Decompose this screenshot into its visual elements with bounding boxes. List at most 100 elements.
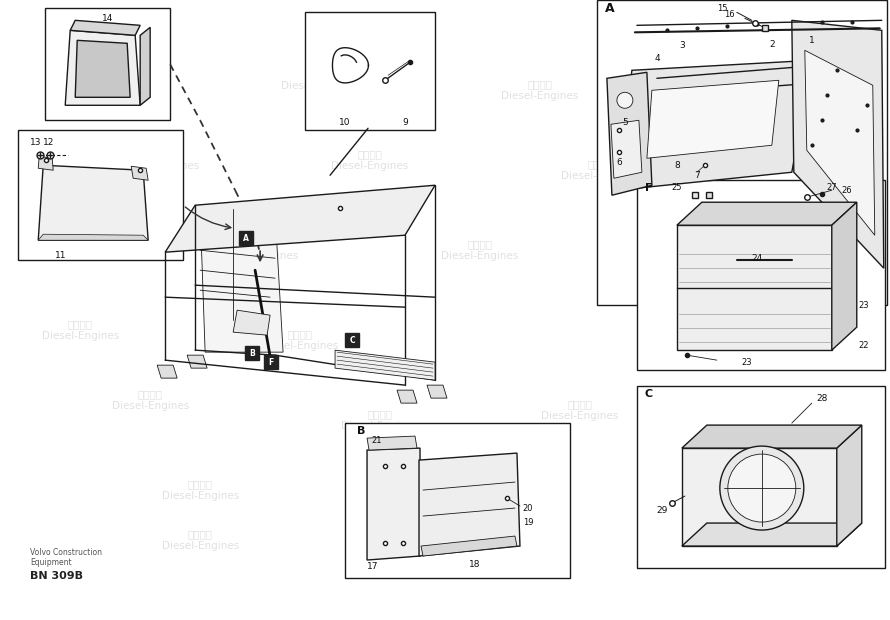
- Bar: [637, 180, 885, 370]
- Text: C: C: [645, 389, 653, 399]
- Polygon shape: [837, 425, 862, 546]
- Bar: [345, 423, 570, 578]
- Text: 紧发动力
Diesel-Engines: 紧发动力 Diesel-Engines: [651, 239, 729, 261]
- Polygon shape: [38, 166, 148, 240]
- Text: 紧发动力
Diesel-Engines: 紧发动力 Diesel-Engines: [161, 529, 239, 551]
- Bar: [45, 8, 170, 120]
- Polygon shape: [187, 355, 207, 368]
- Polygon shape: [647, 81, 779, 158]
- Text: 紧发动力
Diesel-Engines: 紧发动力 Diesel-Engines: [501, 79, 578, 101]
- Text: 10: 10: [339, 118, 351, 126]
- Bar: [239, 231, 253, 245]
- Text: 紧发动力
Diesel-Engines: 紧发动力 Diesel-Engines: [21, 219, 99, 241]
- Text: BN 309B: BN 309B: [30, 571, 84, 581]
- Text: B: B: [249, 348, 255, 358]
- Text: 紧发动力
Diesel-Engines: 紧发动力 Diesel-Engines: [342, 409, 418, 431]
- Text: 18: 18: [469, 559, 481, 569]
- Text: 紧发动力
Diesel-Engines: 紧发动力 Diesel-Engines: [161, 479, 239, 501]
- Text: 23: 23: [741, 358, 752, 366]
- Text: 23: 23: [859, 301, 870, 309]
- Text: 紧发动力
Diesel-Engines: 紧发动力 Diesel-Engines: [461, 479, 538, 501]
- Text: 紧发动力
Diesel-Engines: 紧发动力 Diesel-Engines: [441, 239, 519, 261]
- Text: 紧发动力
Diesel-Engines: 紧发动力 Diesel-Engines: [111, 389, 189, 411]
- Text: 紧发动力
Diesel-Engines: 紧发动力 Diesel-Engines: [42, 319, 119, 341]
- Text: 紧发动力
Diesel-Engines: 紧发动力 Diesel-Engines: [681, 529, 758, 551]
- Text: 紧发动力
Diesel-Engines: 紧发动力 Diesel-Engines: [262, 329, 339, 351]
- Polygon shape: [75, 40, 130, 97]
- Text: 3: 3: [679, 41, 684, 50]
- Polygon shape: [682, 425, 862, 448]
- Text: 2: 2: [769, 40, 774, 49]
- Text: 9: 9: [402, 118, 408, 126]
- Circle shape: [617, 92, 633, 108]
- Text: 4: 4: [654, 54, 659, 63]
- Text: A: A: [605, 2, 614, 15]
- Text: 7: 7: [694, 170, 700, 180]
- Text: 24: 24: [751, 254, 763, 263]
- Text: 17: 17: [368, 562, 379, 570]
- Text: 紧发动力
Diesel-Engines: 紧发动力 Diesel-Engines: [692, 479, 768, 501]
- Text: 25: 25: [672, 183, 682, 192]
- Polygon shape: [805, 50, 875, 235]
- Polygon shape: [367, 436, 417, 450]
- Polygon shape: [233, 310, 270, 335]
- Polygon shape: [682, 448, 837, 546]
- Text: 20: 20: [522, 503, 533, 513]
- Text: 紧发动力
Diesel-Engines: 紧发动力 Diesel-Engines: [661, 319, 739, 341]
- Text: 15: 15: [716, 4, 727, 13]
- Polygon shape: [70, 20, 140, 35]
- Text: 紧发动力
Diesel-Engines: 紧发动力 Diesel-Engines: [122, 149, 198, 171]
- Text: 12: 12: [43, 138, 54, 147]
- Bar: [597, 1, 886, 305]
- Text: 22: 22: [859, 340, 870, 350]
- Text: 27: 27: [827, 183, 837, 192]
- Bar: [18, 130, 183, 260]
- Text: 紧发动力
Diesel-Engines: 紧发动力 Diesel-Engines: [441, 529, 519, 551]
- Circle shape: [720, 446, 804, 530]
- Bar: [345, 333, 359, 347]
- Text: 29: 29: [656, 505, 668, 515]
- Text: 1: 1: [809, 36, 814, 45]
- Polygon shape: [792, 20, 884, 268]
- Polygon shape: [677, 225, 832, 350]
- Bar: [264, 355, 278, 369]
- Text: 13: 13: [29, 138, 41, 147]
- Text: 8: 8: [674, 161, 680, 170]
- Polygon shape: [38, 234, 148, 240]
- Text: 紧发动力
Diesel-Engines: 紧发动力 Diesel-Engines: [751, 399, 829, 421]
- Polygon shape: [367, 448, 420, 560]
- Polygon shape: [419, 453, 520, 556]
- Text: 紧发动力
Diesel-Engines: 紧发动力 Diesel-Engines: [281, 69, 359, 91]
- Text: 紧发动力
Diesel-Engines: 紧发动力 Diesel-Engines: [781, 149, 859, 171]
- Polygon shape: [682, 523, 862, 546]
- Circle shape: [728, 454, 796, 522]
- Text: 16: 16: [724, 10, 735, 19]
- Polygon shape: [140, 27, 150, 105]
- Polygon shape: [427, 385, 447, 398]
- Text: F: F: [645, 184, 652, 193]
- Text: 14: 14: [101, 14, 113, 23]
- Text: 5: 5: [622, 118, 627, 126]
- Text: 11: 11: [54, 250, 66, 260]
- Polygon shape: [38, 156, 53, 171]
- Polygon shape: [421, 536, 517, 556]
- Text: 紧发动力
Diesel-Engines: 紧发动力 Diesel-Engines: [541, 399, 619, 421]
- Polygon shape: [677, 202, 857, 225]
- Text: Equipment: Equipment: [30, 557, 72, 567]
- Text: 21: 21: [372, 436, 383, 445]
- Polygon shape: [397, 390, 417, 403]
- Polygon shape: [158, 365, 177, 378]
- Text: 6: 6: [616, 157, 622, 167]
- Polygon shape: [335, 350, 435, 380]
- Text: 紧发动力
Diesel-Engines: 紧发动力 Diesel-Engines: [222, 239, 299, 261]
- Text: 紧发动力
Diesel-Engines: 紧发动力 Diesel-Engines: [331, 149, 409, 171]
- Polygon shape: [611, 120, 642, 178]
- Polygon shape: [131, 166, 148, 180]
- Bar: [245, 346, 259, 360]
- Polygon shape: [607, 73, 651, 195]
- Text: Volvo Construction: Volvo Construction: [30, 547, 102, 557]
- Text: 紧发动力
Diesel-Engines: 紧发动力 Diesel-Engines: [721, 79, 798, 101]
- Polygon shape: [166, 185, 435, 252]
- Text: F: F: [269, 358, 274, 366]
- Bar: [305, 12, 435, 130]
